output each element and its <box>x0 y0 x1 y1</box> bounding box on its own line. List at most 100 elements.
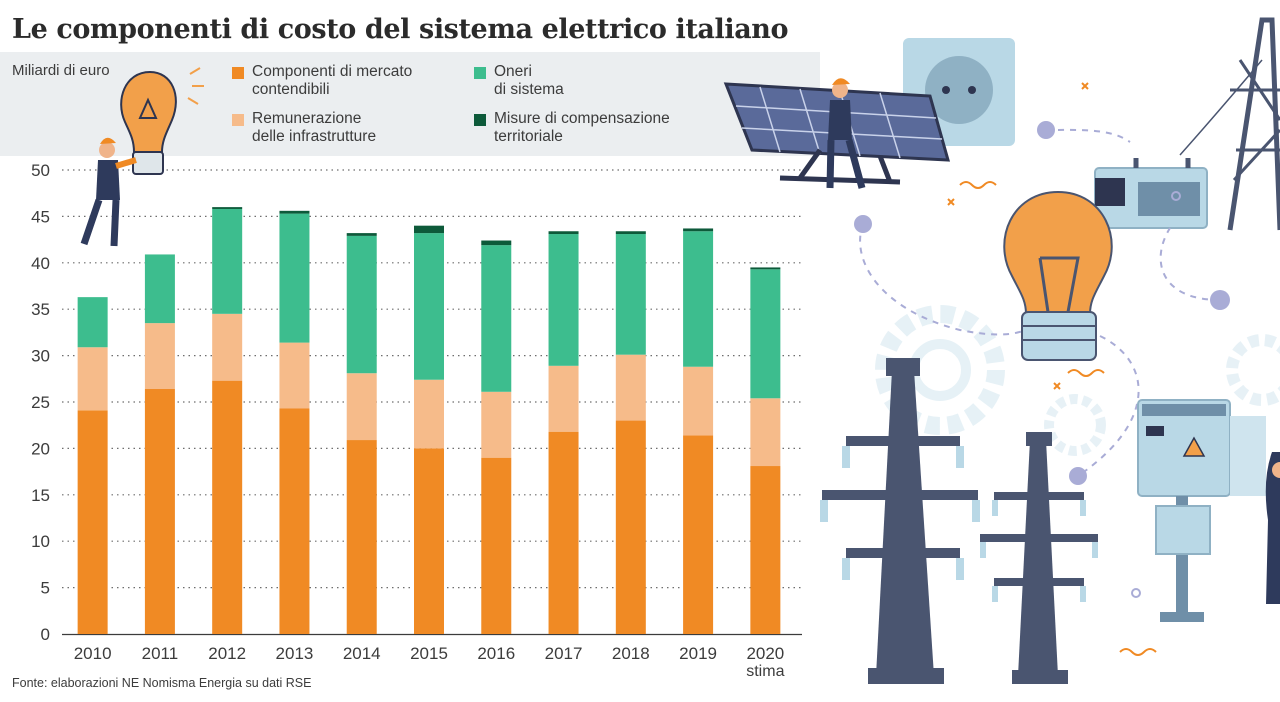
insulator-icon <box>842 446 850 468</box>
gear-icon <box>909 339 971 401</box>
bar-segment <box>346 233 377 236</box>
legend-swatch <box>474 114 486 126</box>
y-tick-label: 50 <box>31 161 50 180</box>
pylon-top-icon <box>1026 432 1052 446</box>
pylon-illustration <box>820 358 980 684</box>
legend-item-market-components: Componenti di mercato contendibili <box>232 63 412 99</box>
worker-body-icon <box>828 100 852 140</box>
bar-segment <box>144 254 175 324</box>
legend-swatch <box>474 67 486 79</box>
connector-line-icon <box>859 223 1023 336</box>
bulb-base-icon <box>132 151 164 175</box>
source-note: Fonte: elaborazioni NE Nomisma Energia s… <box>12 676 312 690</box>
pylon-crossarm-icon <box>994 578 1084 586</box>
cabinet-base-icon <box>1160 612 1204 622</box>
connector-dot-icon <box>1069 467 1087 485</box>
warning-icon <box>1182 436 1206 457</box>
x-tick-label: 2012 <box>208 644 246 663</box>
pylon-crossarm-icon <box>994 492 1084 500</box>
bulb-icon <box>120 70 177 153</box>
bar-segment <box>346 235 377 374</box>
insulator-icon <box>980 542 986 558</box>
pylon-top-icon <box>886 358 920 376</box>
power-line-icon <box>1179 59 1263 156</box>
bar-segment <box>279 213 310 343</box>
worker-head-icon <box>99 142 115 158</box>
bar-segment <box>683 228 714 232</box>
cabinet-side-icon <box>1230 416 1266 496</box>
worker-legs-icon <box>80 198 120 247</box>
bar-segment <box>212 208 243 314</box>
connector-dot-icon <box>1131 588 1141 598</box>
bar-segment <box>481 245 512 392</box>
x-tick-sublabel: stima <box>746 663 784 680</box>
bar-segment <box>144 389 175 634</box>
transformer-terminal-icon <box>1133 158 1191 168</box>
bar-segment <box>615 354 646 421</box>
transformer-panel-icon <box>1095 178 1125 206</box>
insulator-icon <box>1080 500 1086 516</box>
bar-segment <box>77 297 108 348</box>
bar-segment <box>346 440 377 634</box>
y-tick-label: 0 <box>41 625 50 644</box>
pylon-crossarm-icon <box>846 436 960 446</box>
big-bulb-illustration <box>1003 190 1113 361</box>
y-tick-label: 30 <box>31 347 50 366</box>
bar-segment <box>212 380 243 634</box>
bar-segment <box>548 234 579 366</box>
transformer-illustration <box>1094 158 1208 229</box>
bar-segment <box>481 391 512 458</box>
x-tick-label: 2019 <box>679 644 717 663</box>
bulb-worker-illustration <box>80 70 177 247</box>
bar-segment <box>212 313 243 381</box>
bar-segment <box>683 366 714 436</box>
x-tick-label: 2015 <box>410 644 448 663</box>
socket-hole-icon <box>968 86 976 94</box>
hardhat-icon <box>100 137 116 144</box>
bar-segment <box>481 457 512 634</box>
bar-segment <box>77 347 108 411</box>
squiggle-icon <box>1119 648 1157 656</box>
bar-segment <box>750 398 781 467</box>
insulator-icon <box>1080 586 1086 602</box>
x-tick-label: 2017 <box>545 644 583 663</box>
bar-segment <box>548 365 579 432</box>
pylon-crossarm-icon <box>980 534 1098 542</box>
stacked-bar-chart: 0 5 10 15 20 25 30 35 40 45 50 2010 2011 2012 2013 2014… <box>31 161 802 680</box>
insulator-icon <box>992 586 998 602</box>
insulator-icon <box>842 558 850 580</box>
gear-icon <box>1226 334 1280 406</box>
x-tick-label: 2020 <box>746 644 784 663</box>
filament-icon <box>138 97 158 119</box>
y-tick-label: 25 <box>31 393 50 412</box>
legend-label: Componenti di mercato contendibili <box>252 63 413 98</box>
insulator-icon <box>972 500 980 522</box>
cabinet-top-icon <box>1142 404 1226 416</box>
connector-line-icon <box>1077 335 1140 477</box>
worker-arm-icon <box>115 157 137 169</box>
legend-label: Misure di compensazione territoriale <box>494 110 670 145</box>
bar-segment <box>279 342 310 409</box>
decorative-marks <box>947 82 1157 656</box>
pylon-icon <box>1018 440 1058 676</box>
bar-segment <box>144 323 175 390</box>
y-tick-label: 10 <box>31 532 50 551</box>
legend-item-system-charges: Oneri di sistema <box>474 63 564 99</box>
bar-segment <box>548 431 579 634</box>
socket-hole-icon <box>942 86 950 94</box>
bar-segment <box>615 420 646 634</box>
chart-title: Le componenti di costo del sistema elett… <box>12 14 789 45</box>
unit-label: Miliardi di euro <box>12 62 110 79</box>
x-tick-label: 2010 <box>74 644 112 663</box>
y-tick-label: 35 <box>31 300 50 319</box>
bar-segment <box>548 231 579 235</box>
person-icon <box>1265 452 1280 604</box>
bar-segment <box>414 225 444 234</box>
y-tick-label: 5 <box>41 579 50 598</box>
person-head-icon <box>1272 462 1280 478</box>
insulator-icon <box>956 558 964 580</box>
filament-icon <box>1038 256 1080 313</box>
connector-line-icon <box>1159 227 1221 301</box>
legend-label: Oneri di sistema <box>494 63 564 98</box>
